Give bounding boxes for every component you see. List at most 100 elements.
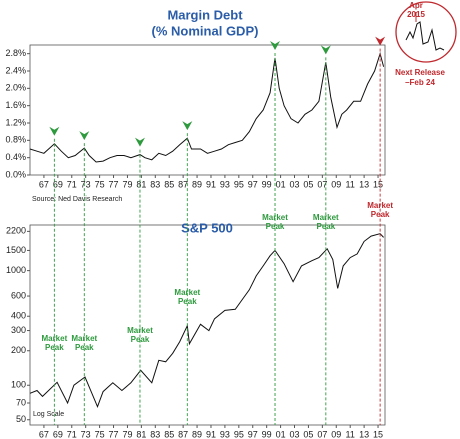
y-tick-label: 600: [11, 290, 26, 300]
y-tick-label: 50: [16, 414, 26, 424]
x-tick-label: 97: [248, 179, 258, 189]
annotation: Peak: [266, 222, 285, 231]
x-tick-label: 83: [150, 429, 160, 439]
x-tick-label: 75: [95, 429, 105, 439]
annotation: Market: [71, 334, 97, 343]
x-tick-label: 69: [53, 179, 63, 189]
inset-label: 2015: [407, 10, 425, 19]
x-tick-label: 95: [234, 429, 244, 439]
peak-arrow: [79, 131, 90, 141]
x-tick-label: 81: [136, 179, 146, 189]
inset-label: Apr: [409, 1, 423, 10]
x-tick-label: 93: [220, 179, 230, 189]
annotation: Peak: [45, 343, 64, 352]
annotation: Market: [41, 334, 67, 343]
series-line: [29, 233, 384, 409]
x-tick-label: 73: [81, 179, 91, 189]
plot-frame: [29, 224, 386, 426]
x-tick-label: 69: [53, 429, 63, 439]
x-tick-label: 03: [290, 429, 300, 439]
y-tick-label: 200: [11, 345, 26, 355]
annotation: Market: [262, 213, 288, 222]
x-tick-label: 85: [164, 179, 174, 189]
x-tick-label: 91: [206, 179, 216, 189]
y-tick-label: 100: [11, 380, 26, 390]
peak-arrow: [134, 137, 145, 147]
y-tick-label: 400: [11, 311, 26, 321]
y-tick-label: 1000: [6, 265, 26, 275]
y-tick-label: 0.0%: [5, 169, 26, 179]
annotation: Market: [313, 213, 339, 222]
x-tick-label: 93: [220, 429, 230, 439]
inset-line: [405, 21, 445, 51]
x-tick-label: 75: [95, 179, 105, 189]
annotation: Market: [127, 326, 153, 335]
annotation: Market: [367, 201, 393, 210]
x-tick-label: 01: [276, 179, 286, 189]
x-tick-label: 89: [192, 429, 202, 439]
x-tick-label: 77: [109, 179, 119, 189]
x-tick-label: 85: [164, 429, 174, 439]
x-tick-label: 77: [109, 429, 119, 439]
y-tick-label: 1.6%: [5, 100, 26, 110]
x-tick-label: 71: [67, 179, 77, 189]
x-tick-label: 11: [346, 179, 355, 189]
peak-arrow: [320, 45, 331, 55]
y-tick-label: 1.2%: [5, 117, 26, 127]
x-tick-label: 95: [234, 179, 244, 189]
x-tick-label: 11: [346, 429, 355, 439]
y-tick-label: 2.0%: [5, 83, 26, 93]
release-label: Next Release: [395, 68, 445, 77]
x-tick-label: 83: [150, 179, 160, 189]
x-tick-label: 97: [248, 429, 258, 439]
y-tick-label: 0.8%: [5, 135, 26, 145]
x-tick-label: 09: [331, 179, 341, 189]
x-tick-label: 99: [262, 429, 272, 439]
annotation: Market: [174, 288, 200, 297]
y-tick-label: 2200: [6, 226, 26, 236]
chart-title: Margin Debt: [167, 7, 243, 22]
x-tick-label: 05: [303, 179, 313, 189]
x-tick-label: 07: [317, 429, 327, 439]
x-tick-label: 05: [303, 429, 313, 439]
x-tick-label: 73: [81, 429, 91, 439]
x-tick-label: 79: [122, 429, 132, 439]
peak-arrow: [49, 126, 60, 136]
x-tick-label: 67: [39, 179, 49, 189]
x-tick-label: 15: [373, 429, 383, 439]
x-tick-label: 87: [178, 429, 188, 439]
y-tick-label: 0.4%: [5, 152, 26, 162]
x-tick-label: 89: [192, 179, 202, 189]
x-tick-label: 91: [206, 429, 216, 439]
chart-subtitle: (% Nominal GDP): [152, 23, 259, 38]
source: Source: Ned Davis Research: [32, 196, 122, 203]
x-tick-label: 71: [67, 429, 77, 439]
plot-frame: [29, 44, 386, 176]
inset-circle: [395, 1, 457, 63]
y-tick-label: 2.8%: [5, 48, 26, 58]
y-tick-label: 300: [11, 325, 26, 335]
annotation: Peak: [131, 335, 150, 344]
annotation: Peak: [371, 210, 390, 219]
x-tick-label: 13: [359, 429, 369, 439]
x-tick-label: 15: [373, 179, 383, 189]
peak-arrow: [182, 121, 193, 131]
x-tick-label: 99: [262, 179, 272, 189]
x-tick-label: 13: [359, 179, 369, 189]
x-tick-label: 01: [276, 429, 286, 439]
y-tick-label: 1500: [6, 245, 26, 255]
x-tick-label: 81: [136, 429, 146, 439]
series-line: [29, 51, 385, 163]
x-tick-label: 87: [178, 179, 188, 189]
annotation: Peak: [75, 343, 94, 352]
x-tick-label: 09: [331, 429, 341, 439]
chart-title: S&P 500: [181, 220, 233, 235]
y-tick-label: 70: [16, 397, 26, 407]
x-tick-label: 03: [290, 179, 300, 189]
x-tick-label: 67: [39, 429, 49, 439]
peak-arrow: [375, 36, 386, 46]
y-tick-label: 2.4%: [5, 65, 26, 75]
annotation: Peak: [178, 297, 197, 306]
peak-arrow: [270, 41, 281, 50]
